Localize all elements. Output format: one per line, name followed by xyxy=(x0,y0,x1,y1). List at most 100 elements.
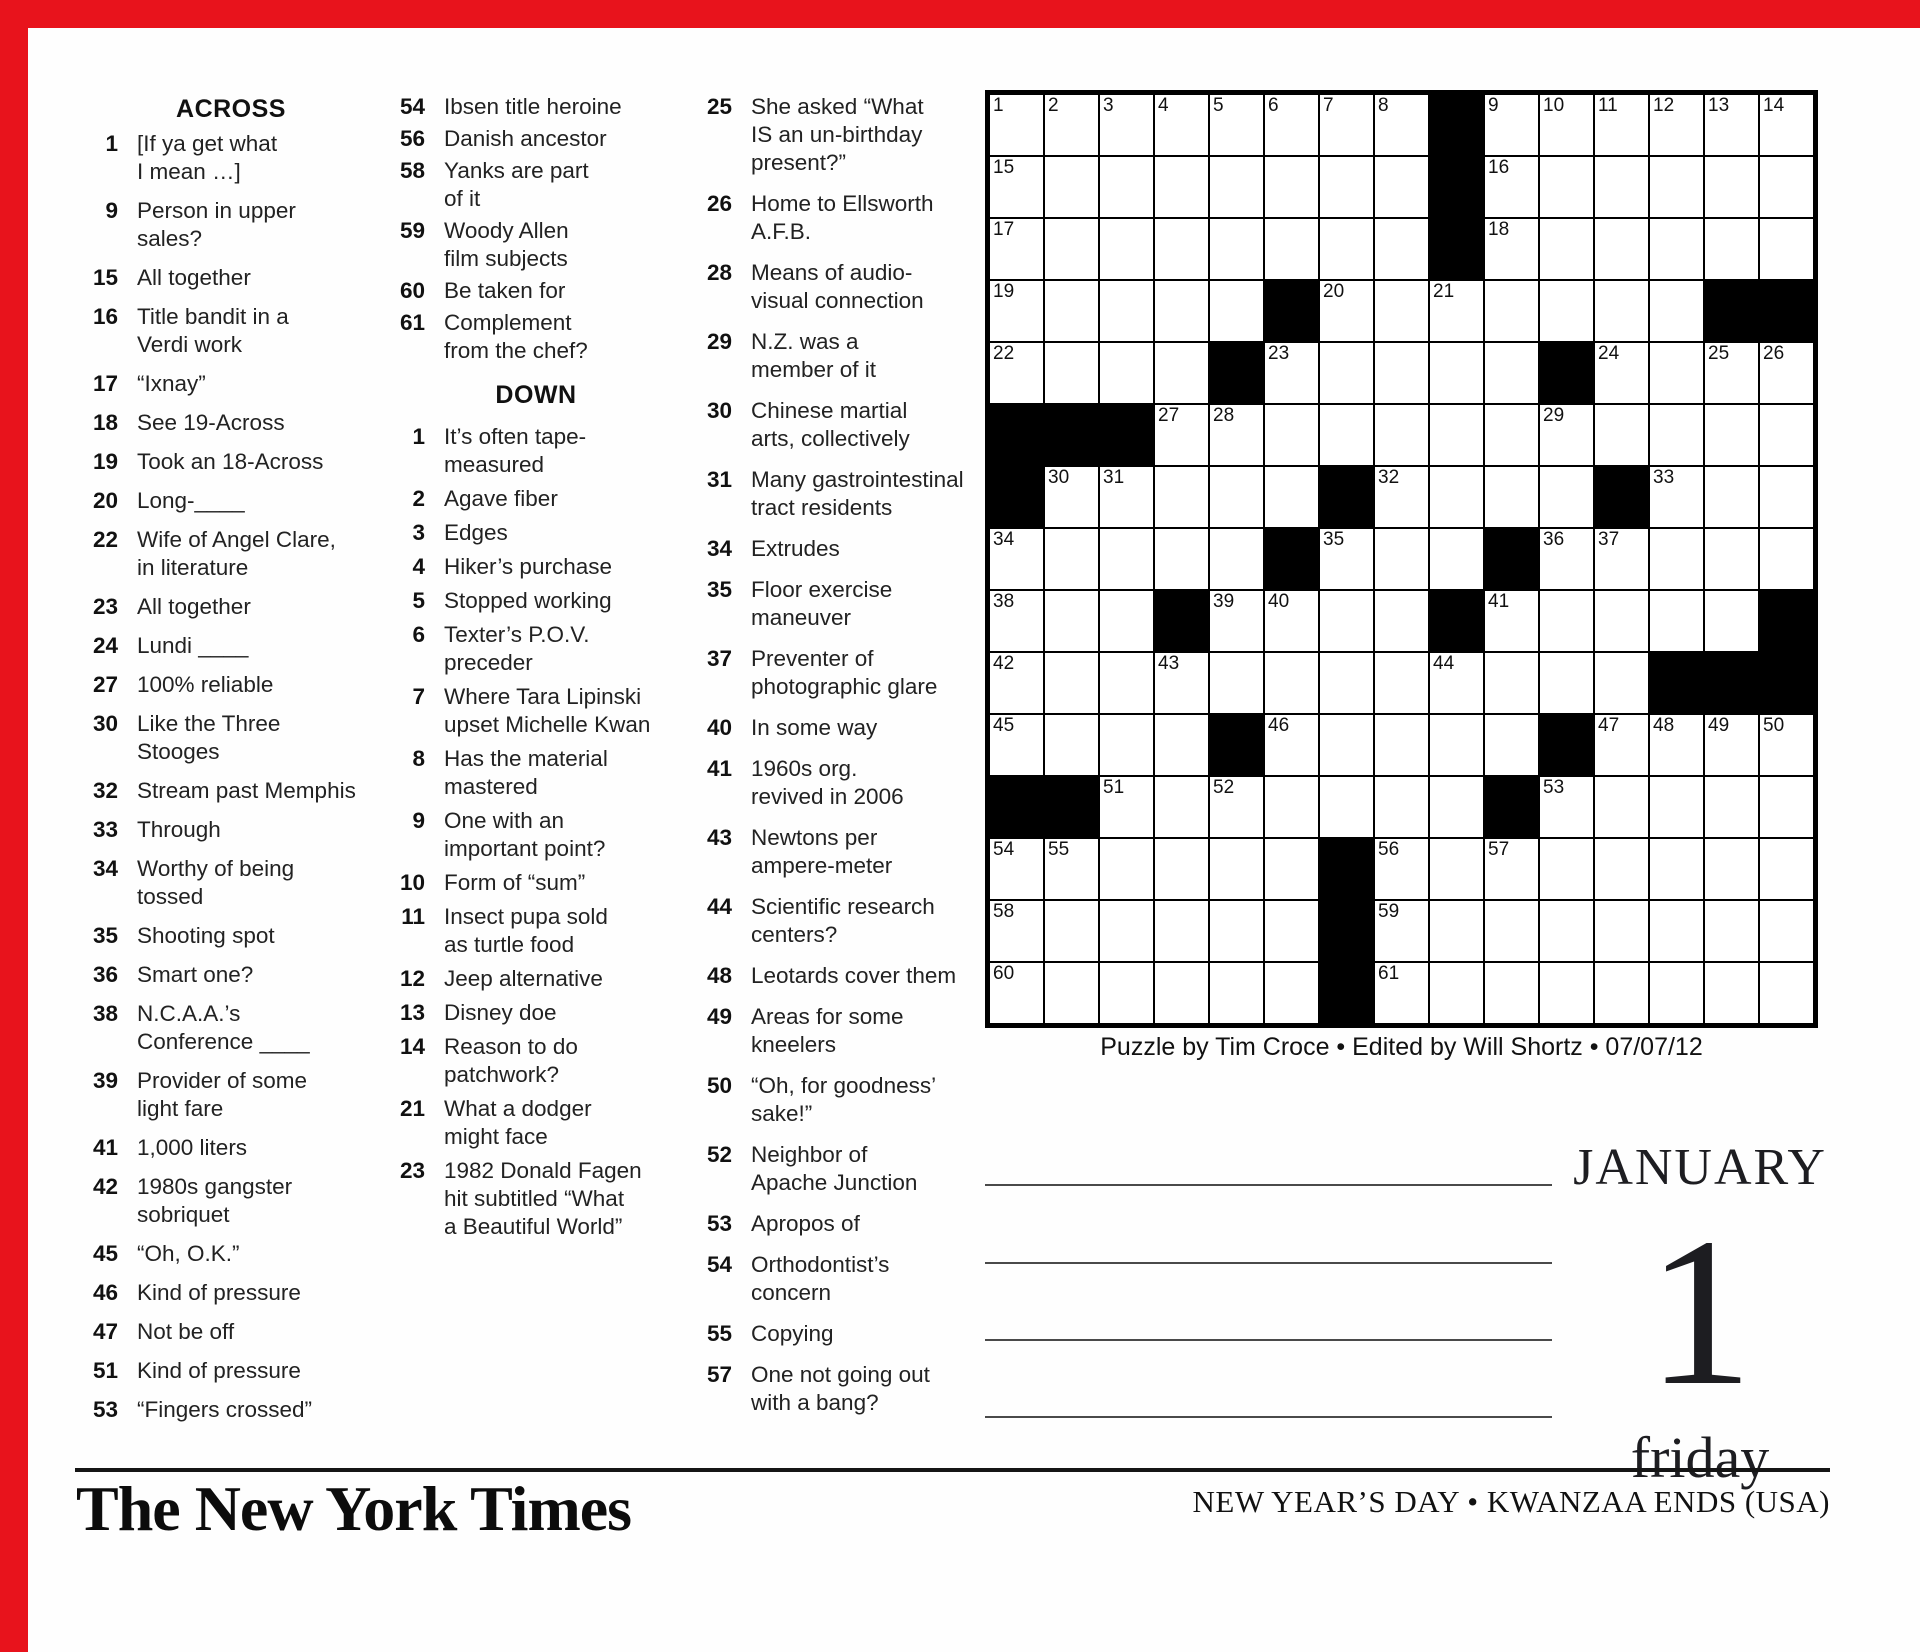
grid-cell-r2c10[interactable]: 16 xyxy=(1484,156,1539,218)
grid-cell-r8c4[interactable] xyxy=(1154,528,1209,590)
grid-cell-r13c9[interactable] xyxy=(1429,838,1484,900)
grid-cell-r2c1[interactable]: 15 xyxy=(989,156,1044,218)
grid-cell-r13c11[interactable] xyxy=(1539,838,1594,900)
grid-cell-r9c12[interactable] xyxy=(1594,590,1649,652)
grid-cell-r3c12[interactable] xyxy=(1594,218,1649,280)
grid-cell-r12c7[interactable] xyxy=(1319,776,1374,838)
grid-cell-r5c2[interactable] xyxy=(1044,342,1099,404)
grid-cell-r14c13[interactable] xyxy=(1649,900,1704,962)
grid-cell-r11c13[interactable]: 48 xyxy=(1649,714,1704,776)
grid-cell-r4c13[interactable] xyxy=(1649,280,1704,342)
grid-cell-r11c15[interactable]: 50 xyxy=(1759,714,1814,776)
grid-cell-r8c13[interactable] xyxy=(1649,528,1704,590)
grid-cell-r14c2[interactable] xyxy=(1044,900,1099,962)
grid-cell-r7c3[interactable]: 31 xyxy=(1099,466,1154,528)
grid-cell-r3c4[interactable] xyxy=(1154,218,1209,280)
grid-cell-r6c11[interactable]: 29 xyxy=(1539,404,1594,466)
grid-cell-r13c3[interactable] xyxy=(1099,838,1154,900)
grid-cell-r13c12[interactable] xyxy=(1594,838,1649,900)
grid-cell-r11c1[interactable]: 45 xyxy=(989,714,1044,776)
grid-cell-r5c14[interactable]: 25 xyxy=(1704,342,1759,404)
grid-cell-r2c13[interactable] xyxy=(1649,156,1704,218)
grid-cell-r13c8[interactable]: 56 xyxy=(1374,838,1429,900)
grid-cell-r13c4[interactable] xyxy=(1154,838,1209,900)
grid-cell-r7c9[interactable] xyxy=(1429,466,1484,528)
grid-cell-r2c2[interactable] xyxy=(1044,156,1099,218)
grid-cell-r8c11[interactable]: 36 xyxy=(1539,528,1594,590)
grid-cell-r15c2[interactable] xyxy=(1044,962,1099,1024)
grid-cell-r10c6[interactable] xyxy=(1264,652,1319,714)
grid-cell-r2c6[interactable] xyxy=(1264,156,1319,218)
grid-cell-r12c6[interactable] xyxy=(1264,776,1319,838)
grid-cell-r1c7[interactable]: 7 xyxy=(1319,94,1374,156)
grid-cell-r7c2[interactable]: 30 xyxy=(1044,466,1099,528)
grid-cell-r12c11[interactable]: 53 xyxy=(1539,776,1594,838)
grid-cell-r3c8[interactable] xyxy=(1374,218,1429,280)
grid-cell-r4c8[interactable] xyxy=(1374,280,1429,342)
grid-cell-r6c9[interactable] xyxy=(1429,404,1484,466)
grid-cell-r11c8[interactable] xyxy=(1374,714,1429,776)
grid-cell-r8c2[interactable] xyxy=(1044,528,1099,590)
grid-cell-r3c14[interactable] xyxy=(1704,218,1759,280)
grid-cell-r14c11[interactable] xyxy=(1539,900,1594,962)
grid-cell-r13c5[interactable] xyxy=(1209,838,1264,900)
grid-cell-r6c5[interactable]: 28 xyxy=(1209,404,1264,466)
grid-cell-r10c11[interactable] xyxy=(1539,652,1594,714)
grid-cell-r2c12[interactable] xyxy=(1594,156,1649,218)
grid-cell-r3c2[interactable] xyxy=(1044,218,1099,280)
grid-cell-r4c4[interactable] xyxy=(1154,280,1209,342)
grid-cell-r14c12[interactable] xyxy=(1594,900,1649,962)
grid-cell-r9c3[interactable] xyxy=(1099,590,1154,652)
grid-cell-r4c5[interactable] xyxy=(1209,280,1264,342)
grid-cell-r14c10[interactable] xyxy=(1484,900,1539,962)
grid-cell-r15c15[interactable] xyxy=(1759,962,1814,1024)
grid-cell-r13c15[interactable] xyxy=(1759,838,1814,900)
grid-cell-r2c5[interactable] xyxy=(1209,156,1264,218)
grid-cell-r1c2[interactable]: 2 xyxy=(1044,94,1099,156)
grid-cell-r14c1[interactable]: 58 xyxy=(989,900,1044,962)
grid-cell-r3c6[interactable] xyxy=(1264,218,1319,280)
grid-cell-r8c1[interactable]: 34 xyxy=(989,528,1044,590)
grid-cell-r5c12[interactable]: 24 xyxy=(1594,342,1649,404)
grid-cell-r1c13[interactable]: 12 xyxy=(1649,94,1704,156)
grid-cell-r5c13[interactable] xyxy=(1649,342,1704,404)
grid-cell-r9c13[interactable] xyxy=(1649,590,1704,652)
grid-cell-r5c15[interactable]: 26 xyxy=(1759,342,1814,404)
grid-cell-r9c5[interactable]: 39 xyxy=(1209,590,1264,652)
grid-cell-r5c6[interactable]: 23 xyxy=(1264,342,1319,404)
grid-cell-r8c8[interactable] xyxy=(1374,528,1429,590)
grid-cell-r4c9[interactable]: 21 xyxy=(1429,280,1484,342)
grid-cell-r6c4[interactable]: 27 xyxy=(1154,404,1209,466)
grid-cell-r4c7[interactable]: 20 xyxy=(1319,280,1374,342)
grid-cell-r6c7[interactable] xyxy=(1319,404,1374,466)
grid-cell-r12c5[interactable]: 52 xyxy=(1209,776,1264,838)
grid-cell-r4c11[interactable] xyxy=(1539,280,1594,342)
grid-cell-r8c12[interactable]: 37 xyxy=(1594,528,1649,590)
grid-cell-r7c11[interactable] xyxy=(1539,466,1594,528)
grid-cell-r1c3[interactable]: 3 xyxy=(1099,94,1154,156)
grid-cell-r9c6[interactable]: 40 xyxy=(1264,590,1319,652)
grid-cell-r15c4[interactable] xyxy=(1154,962,1209,1024)
grid-cell-r12c3[interactable]: 51 xyxy=(1099,776,1154,838)
grid-cell-r14c14[interactable] xyxy=(1704,900,1759,962)
grid-cell-r5c4[interactable] xyxy=(1154,342,1209,404)
grid-cell-r1c8[interactable]: 8 xyxy=(1374,94,1429,156)
grid-cell-r12c14[interactable] xyxy=(1704,776,1759,838)
grid-cell-r5c9[interactable] xyxy=(1429,342,1484,404)
grid-cell-r2c15[interactable] xyxy=(1759,156,1814,218)
grid-cell-r2c7[interactable] xyxy=(1319,156,1374,218)
grid-cell-r8c15[interactable] xyxy=(1759,528,1814,590)
grid-cell-r14c9[interactable] xyxy=(1429,900,1484,962)
grid-cell-r1c15[interactable]: 14 xyxy=(1759,94,1814,156)
grid-cell-r11c12[interactable]: 47 xyxy=(1594,714,1649,776)
grid-cell-r15c1[interactable]: 60 xyxy=(989,962,1044,1024)
grid-cell-r11c3[interactable] xyxy=(1099,714,1154,776)
grid-cell-r15c13[interactable] xyxy=(1649,962,1704,1024)
grid-cell-r4c10[interactable] xyxy=(1484,280,1539,342)
grid-cell-r15c12[interactable] xyxy=(1594,962,1649,1024)
grid-cell-r15c10[interactable] xyxy=(1484,962,1539,1024)
grid-cell-r9c11[interactable] xyxy=(1539,590,1594,652)
grid-cell-r5c10[interactable] xyxy=(1484,342,1539,404)
grid-cell-r5c1[interactable]: 22 xyxy=(989,342,1044,404)
grid-cell-r6c8[interactable] xyxy=(1374,404,1429,466)
